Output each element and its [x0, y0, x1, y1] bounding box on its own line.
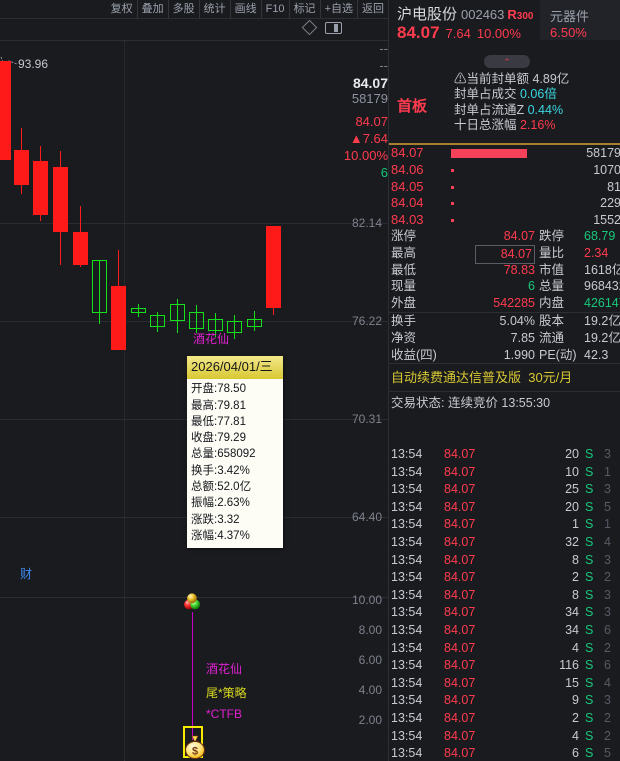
svg-text:$: $	[192, 746, 198, 758]
